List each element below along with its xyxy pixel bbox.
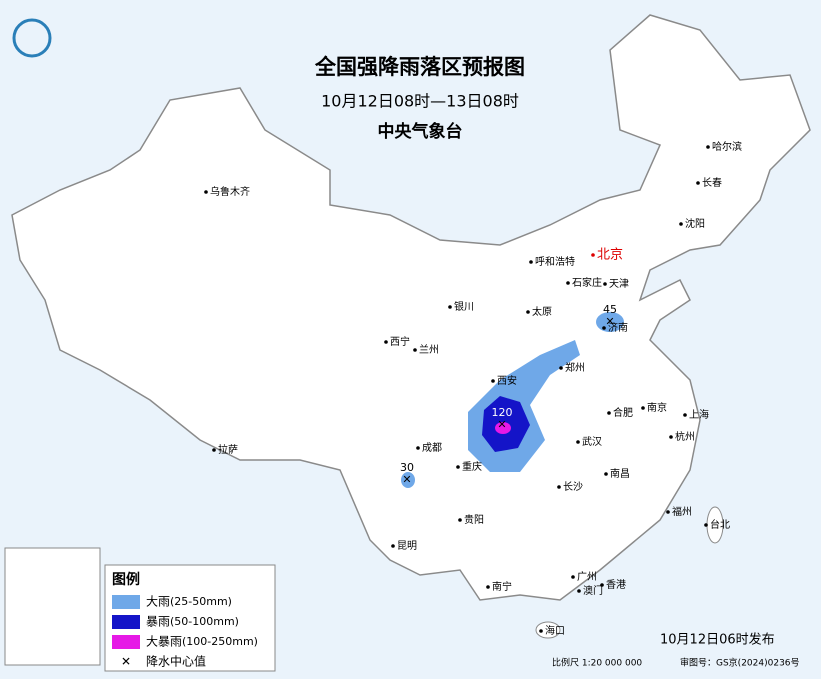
city-label: 武汉 [582,435,602,448]
city-label: 福州 [672,505,692,518]
issuer: 中央气象台 [378,121,463,142]
heavy-rain-area [401,472,415,488]
center-mark: ✕ [497,418,506,431]
city-dot [391,544,395,548]
legend-swatch [112,595,140,609]
city-dot [529,260,533,264]
scale: 比例尺 1:20 000 000 [552,657,642,669]
city-dot [704,523,708,527]
center-value: 30 [400,461,414,474]
city-dot [604,472,608,476]
city-dot [539,629,543,633]
review-number: 审图号：GS京(2024)0236号 [680,657,800,669]
center-value: 120 [492,406,513,419]
city-dot [458,518,462,522]
city-dot [591,253,595,257]
inset-map [4,547,101,666]
city-dot [600,583,604,587]
city-label: 沈阳 [685,217,705,230]
city-label: 合肥 [613,406,633,419]
city-label: 长沙 [563,481,583,493]
torrential-area [495,422,511,434]
city-label: 西宁 [390,335,410,348]
city-dot [679,222,683,226]
city-label: 乌鲁木齐 [210,185,250,198]
city-dot [456,465,460,469]
city-label: 南昌 [610,467,630,480]
city-label: 南京 [647,401,667,414]
city-label: 银川 [454,300,474,313]
legend-label: 暴雨 [146,615,170,629]
legend-swatch [112,615,140,629]
city-dot [491,379,495,383]
city-label: 昆明 [397,540,417,552]
city-label: 杭州 [675,430,695,443]
city-label: 海口 [545,624,565,637]
center-mark: ✕ [605,315,614,328]
city-dot [641,406,645,410]
hainan [535,621,561,639]
city-dot [602,326,606,330]
city-dot [448,305,452,309]
city-dot [559,366,563,370]
city-dot [413,348,417,352]
subtitle: 10月12日08时—13日08时 [321,92,519,111]
city-label: 香港 [606,579,626,591]
city-label: 呼和浩特 [535,256,575,268]
city-dot [566,281,570,285]
city-label: 天津 [609,278,629,290]
city-label: 太原 [532,305,552,318]
logo [12,18,52,58]
city-label: 北京 [597,248,623,263]
city-label: 济南 [608,321,628,334]
city-dot [706,145,710,149]
city-dot [669,435,673,439]
city-label: 贵阳 [464,513,484,526]
city-label: 广州 [577,571,597,583]
title: 全国强降雨落区预报图 [314,55,525,79]
city-dot [607,411,611,415]
city-dot [204,190,208,194]
city-dot [577,589,581,593]
city-label: 澳门 [583,584,603,597]
city-label: 台北 [710,518,730,531]
city-label: 长春 [702,177,722,189]
city-label: 上海 [689,408,709,421]
legend-range: (100-250mm) [182,635,258,648]
city-dot [526,310,530,314]
center-value: 45 [603,303,617,316]
city-label: 南宁 [492,580,512,593]
legend-label: 大雨 [146,595,170,609]
china-outline [11,14,811,601]
legend-range: (50-100mm) [170,615,239,628]
city-dot [683,413,687,417]
city-dot [416,446,420,450]
legend-range: (25-50mm) [170,595,232,608]
city-label: 哈尔滨 [712,140,742,153]
city-label: 郑州 [565,361,585,374]
city-dot [557,485,561,489]
city-dot [666,510,670,514]
city-label: 拉萨 [218,443,238,456]
legend-label: 降水中心值 [146,654,206,669]
center-mark: ✕ [402,473,411,486]
city-dot [571,575,575,579]
city-dot [696,181,700,185]
issued-time: 10月12日06时发布 [660,632,775,648]
legend-symbol: ✕ [121,655,131,669]
city-dot [576,440,580,444]
legend-title: 图例 [112,571,140,588]
legend-label: 大暴雨 [146,635,182,649]
city-dot [603,282,607,286]
city-label: 西安 [497,374,517,387]
city-dot [486,585,490,589]
city-label: 成都 [422,442,442,454]
city-label: 重庆 [462,460,482,473]
legend-swatch [112,635,140,649]
city-label: 兰州 [419,343,439,356]
city-dot [384,340,388,344]
city-label: 石家庄 [572,276,602,289]
city-dot [212,448,216,452]
